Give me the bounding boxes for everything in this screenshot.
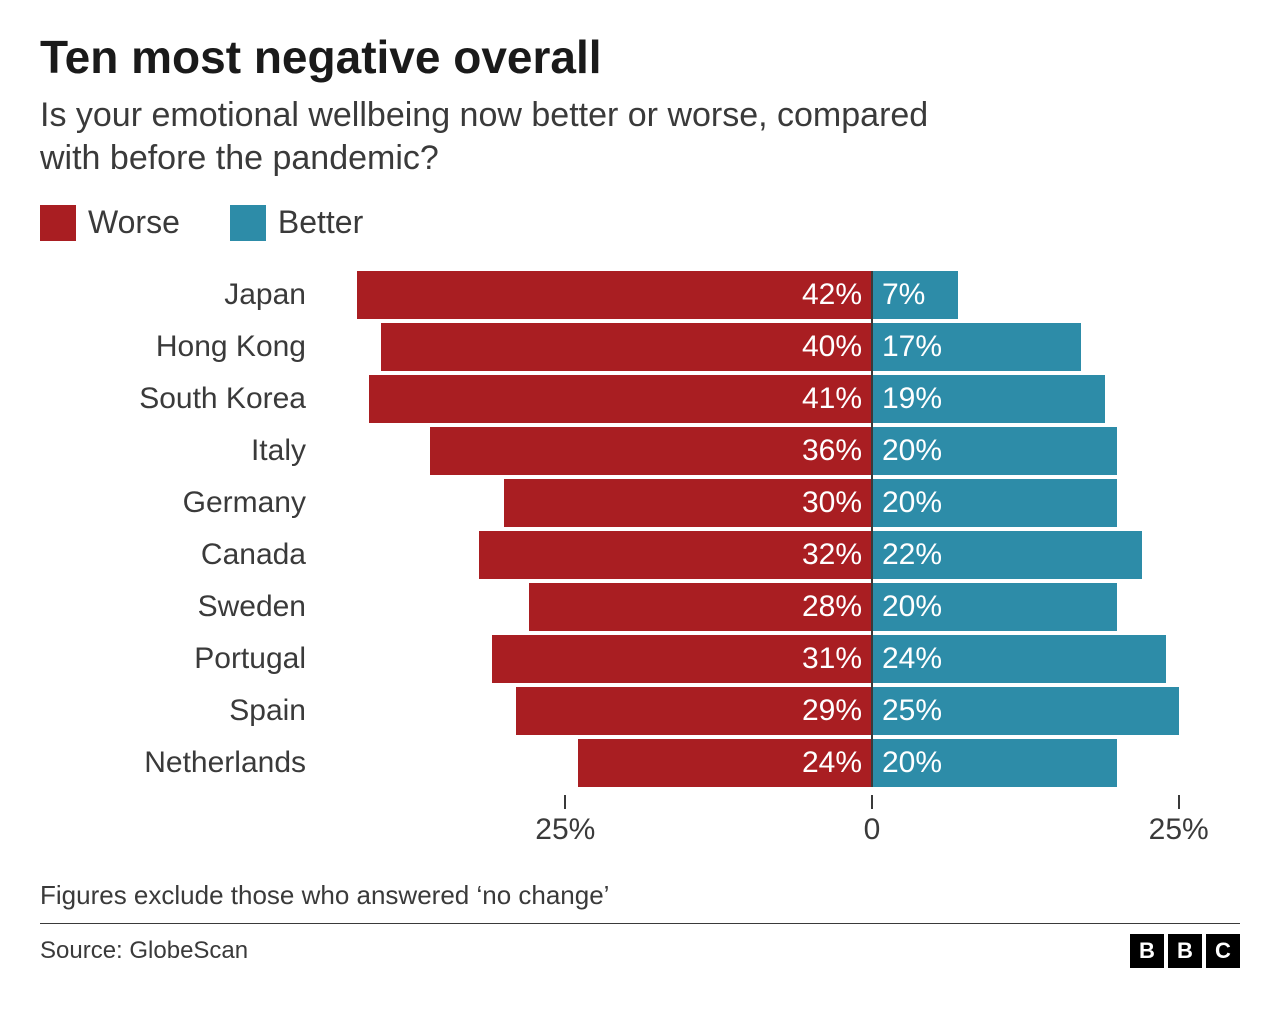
axis-tick-label: 25% [535,813,595,847]
bbc-logo-box: B [1130,934,1164,968]
bar-worse: 28% [529,583,872,631]
bar-worse: 40% [381,323,872,371]
bar-worse: 29% [516,687,872,735]
bar-better: 20% [872,583,1117,631]
row-label: Sweden [40,583,320,631]
chart-title: Ten most negative overall [40,30,1240,84]
chart-row: Japan42%7% [40,271,1240,319]
row-bars: 32%22% [320,531,1240,579]
row-label: Spain [40,687,320,735]
axis-tick [1178,795,1180,809]
legend-swatch-better [230,205,266,241]
chart-row: Hong Kong40%17% [40,323,1240,371]
bar-better: 22% [872,531,1142,579]
chart-row: South Korea41%19% [40,375,1240,423]
chart-row: Germany30%20% [40,479,1240,527]
bar-worse: 41% [369,375,872,423]
bar-better: 7% [872,271,958,319]
legend-label-better: Better [278,204,363,241]
bar-better: 17% [872,323,1081,371]
chart-row: Canada32%22% [40,531,1240,579]
row-bars: 42%7% [320,271,1240,319]
chart-note: Figures exclude those who answered ‘no c… [40,880,1240,924]
axis-tick [871,795,873,809]
bar-worse: 24% [578,739,872,787]
axis-tick-label: 0 [864,813,881,847]
bar-better: 20% [872,479,1117,527]
bar-better: 19% [872,375,1105,423]
row-bars: 41%19% [320,375,1240,423]
axis-tick [564,795,566,809]
bbc-logo: BBC [1130,934,1240,968]
bar-better: 25% [872,687,1179,735]
row-label: Netherlands [40,739,320,787]
row-bars: 31%24% [320,635,1240,683]
chart-row: Sweden28%20% [40,583,1240,631]
row-label: Japan [40,271,320,319]
legend-swatch-worse [40,205,76,241]
chart-subtitle: Is your emotional wellbeing now better o… [40,94,940,179]
row-label: Hong Kong [40,323,320,371]
chart-row: Netherlands24%20% [40,739,1240,787]
row-bars: 29%25% [320,687,1240,735]
bar-worse: 31% [492,635,872,683]
row-label: Canada [40,531,320,579]
bar-better: 20% [872,427,1117,475]
bar-worse: 36% [430,427,872,475]
chart-row: Spain29%25% [40,687,1240,735]
row-bars: 40%17% [320,323,1240,371]
chart-row: Italy36%20% [40,427,1240,475]
bar-worse: 42% [357,271,872,319]
source-label: Source: GlobeScan [40,937,248,965]
chart-area: Japan42%7%Hong Kong40%17%South Korea41%1… [40,271,1240,855]
row-bars: 28%20% [320,583,1240,631]
legend: Worse Better [40,204,1240,241]
row-bars: 30%20% [320,479,1240,527]
row-bars: 36%20% [320,427,1240,475]
row-label: South Korea [40,375,320,423]
legend-label-worse: Worse [88,204,180,241]
bar-worse: 32% [479,531,872,579]
row-label: Germany [40,479,320,527]
legend-item-better: Better [230,204,363,241]
bar-better: 20% [872,739,1117,787]
row-label: Italy [40,427,320,475]
footer: Source: GlobeScan BBC [40,924,1240,968]
axis-tick-label: 25% [1149,813,1209,847]
row-bars: 24%20% [320,739,1240,787]
bbc-logo-box: C [1206,934,1240,968]
chart-row: Portugal31%24% [40,635,1240,683]
bbc-logo-box: B [1168,934,1202,968]
legend-item-worse: Worse [40,204,180,241]
axis: 25% 0 25% [40,795,1240,855]
row-label: Portugal [40,635,320,683]
bar-worse: 30% [504,479,872,527]
bar-better: 24% [872,635,1166,683]
